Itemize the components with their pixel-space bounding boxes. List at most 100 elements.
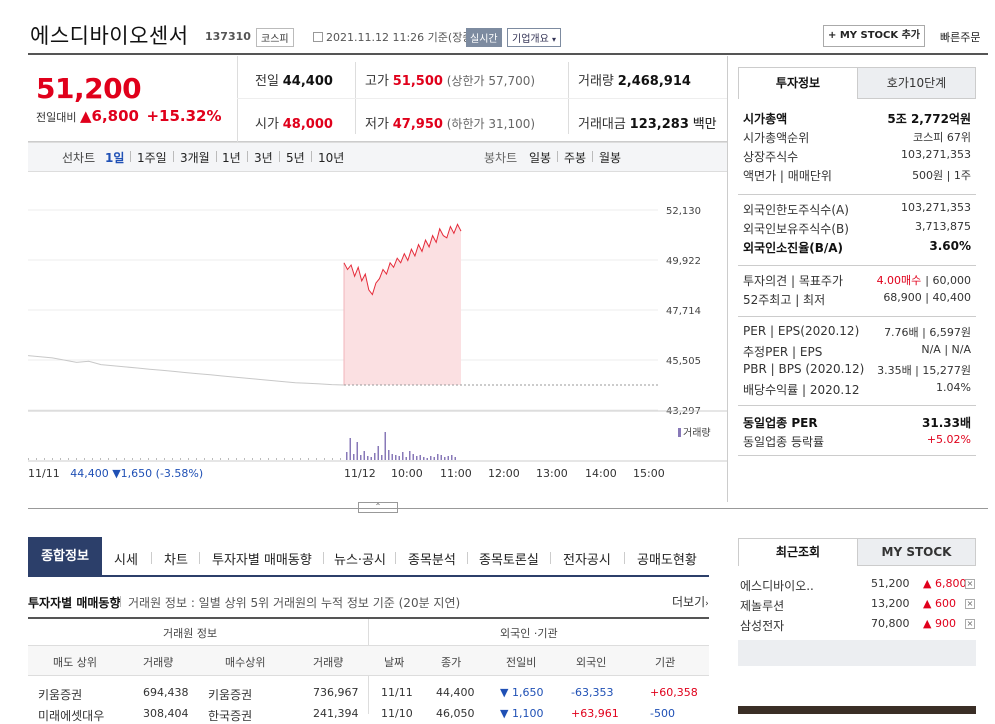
tab-separator	[130, 151, 131, 162]
volume-bar	[409, 451, 411, 460]
add-mystock-button[interactable]: + MY STOCK 추가	[823, 25, 925, 47]
x-tick-label: 14:00	[585, 467, 617, 480]
recent-item[interactable]: 삼성전자 70,800 ▲ 900 ×	[738, 617, 976, 637]
info-label: 외국인소진율(B/A)	[743, 241, 844, 255]
recent-item-change: ▲ 900	[923, 617, 956, 630]
chevron-up-icon: ⌃	[374, 502, 382, 511]
period-tab-3m[interactable]: 3개월	[180, 151, 210, 165]
period-tab-1y[interactable]: 1년	[222, 151, 241, 165]
realtime-badge[interactable]: 실시간	[466, 28, 502, 47]
chart-tab-bar	[28, 142, 727, 172]
recent-item-name[interactable]: 제놀루션	[740, 599, 785, 613]
trade-amount: 거래대금 123,283 백만	[578, 113, 717, 132]
price-row-divider	[237, 98, 727, 99]
prev-day-info: 11/11 44,400 ▼1,650 (-3.58%)	[28, 467, 203, 480]
period-tab-1d[interactable]: 1일	[105, 151, 125, 165]
y-tick-label: 47,714	[666, 306, 701, 317]
period-tab-5y[interactable]: 5년	[286, 151, 305, 165]
volume-bar	[440, 455, 442, 460]
column-header: 날짜	[384, 656, 405, 669]
chart-collapse-toggle[interactable]: ⌃	[358, 502, 398, 513]
tab-disclosure[interactable]: 전자공시	[563, 553, 611, 568]
volume-bar	[437, 454, 439, 460]
period-tab-3y[interactable]: 3년	[254, 151, 273, 165]
recent-item-name[interactable]: 삼성전자	[740, 619, 785, 633]
amount-label: 거래대금	[578, 117, 626, 132]
panel-divider	[727, 56, 728, 502]
info-row: 추정PER | EPS N/A | N/A	[743, 343, 971, 362]
volume-bar	[196, 458, 197, 460]
volume-bar	[244, 458, 245, 460]
prev-close-value: 44,400	[282, 74, 333, 89]
tab-mystock[interactable]: MY STOCK	[857, 538, 976, 566]
info-row: PER | EPS(2020.12) 7.76배 | 6,597원	[743, 324, 971, 343]
tab-separator	[216, 151, 217, 162]
info-divider	[738, 405, 976, 406]
tab-quote-10[interactable]: 호가10단계	[857, 67, 976, 99]
volume-bar	[156, 458, 157, 460]
change-amount: ▲6,800	[79, 107, 139, 125]
tab-price[interactable]: 시세	[114, 553, 138, 568]
tab-short-selling[interactable]: 공매도현황	[637, 553, 697, 568]
stock-code: 137310	[205, 30, 251, 43]
recent-item-name[interactable]: 에스디바이오..	[740, 579, 814, 593]
recent-item[interactable]: 제놀루션 13,200 ▲ 600 ×	[738, 597, 976, 617]
tab-investment-info[interactable]: 투자정보	[738, 67, 858, 99]
column-header: 매도 상위	[53, 656, 97, 669]
recent-item[interactable]: 에스디바이오.. 51,200 ▲ 6,800 ×	[738, 577, 976, 597]
volume-value: 2,468,914	[617, 74, 691, 89]
volume-bar	[423, 457, 425, 460]
tab-analysis[interactable]: 종목분석	[408, 553, 456, 568]
volume-bar	[228, 458, 229, 460]
volume-bar	[164, 458, 165, 460]
more-link[interactable]: 더보기›	[672, 593, 709, 610]
candle-tab-daily[interactable]: 일봉	[529, 151, 552, 165]
volume-bar	[44, 458, 45, 460]
info-value: 3.35배 | 15,277원	[877, 364, 971, 377]
table-cell: 694,438	[143, 686, 189, 699]
volume-bar	[374, 453, 376, 460]
close-icon[interactable]: ×	[965, 619, 975, 629]
price-change: 전일대비 ▲6,800 +15.32%	[36, 107, 222, 125]
tab-overview[interactable]: 종합정보	[28, 537, 102, 577]
quick-order-link[interactable]: 빠른주문	[940, 31, 981, 44]
volume-bar	[412, 454, 414, 460]
info-label: 시가총액순위	[743, 131, 810, 145]
close-icon[interactable]: ×	[965, 579, 975, 589]
candle-tab-weekly[interactable]: 주봉	[564, 151, 587, 165]
volume-bar	[346, 452, 348, 460]
info-value: 4.00매수 | 60,000	[877, 272, 971, 288]
info-value: 3,713,875	[915, 220, 971, 233]
volume-bar	[212, 458, 213, 460]
tab-investor-trends[interactable]: 투자자별 매매동향	[212, 553, 312, 568]
period-tab-1w[interactable]: 1주일	[137, 151, 167, 165]
volume-bar	[381, 455, 383, 460]
volume-bar	[433, 457, 435, 460]
quote-datetime: 2021.11.12 11:26 기준(장중)	[313, 29, 477, 45]
candle-tab-monthly[interactable]: 월봉	[599, 151, 622, 165]
tab-discussion[interactable]: 종목토론실	[479, 553, 539, 568]
close-icon[interactable]: ×	[965, 599, 975, 609]
tab-separator	[279, 151, 280, 162]
period-tab-10y[interactable]: 10년	[318, 151, 345, 165]
section-divider	[28, 508, 988, 509]
tab-separator	[467, 552, 468, 564]
high-value: 51,500	[392, 74, 443, 89]
volume-legend-swatch	[678, 428, 681, 437]
volume-bar	[132, 458, 133, 460]
info-row: 투자의견 | 목표주가 4.00매수 | 60,000	[743, 272, 971, 291]
column-header: 거래량	[313, 656, 344, 669]
tab-news[interactable]: 뉴스·공시	[334, 553, 386, 568]
volume-bar	[395, 455, 397, 460]
volume-bar	[454, 457, 456, 460]
info-value: 68,900 | 40,400	[883, 291, 971, 304]
table-cell: +60,358	[650, 686, 698, 699]
tab-recent-viewed[interactable]: 최근조회	[738, 538, 858, 566]
tab-chart[interactable]: 차트	[164, 553, 188, 568]
table-header-row	[28, 646, 709, 676]
volume-bar	[268, 458, 269, 460]
x-tick-label: 12:00	[488, 467, 520, 480]
lower-limit: (하한가 31,100)	[446, 117, 536, 131]
company-info-dropdown[interactable]: 기업개요 ▾	[507, 28, 562, 47]
